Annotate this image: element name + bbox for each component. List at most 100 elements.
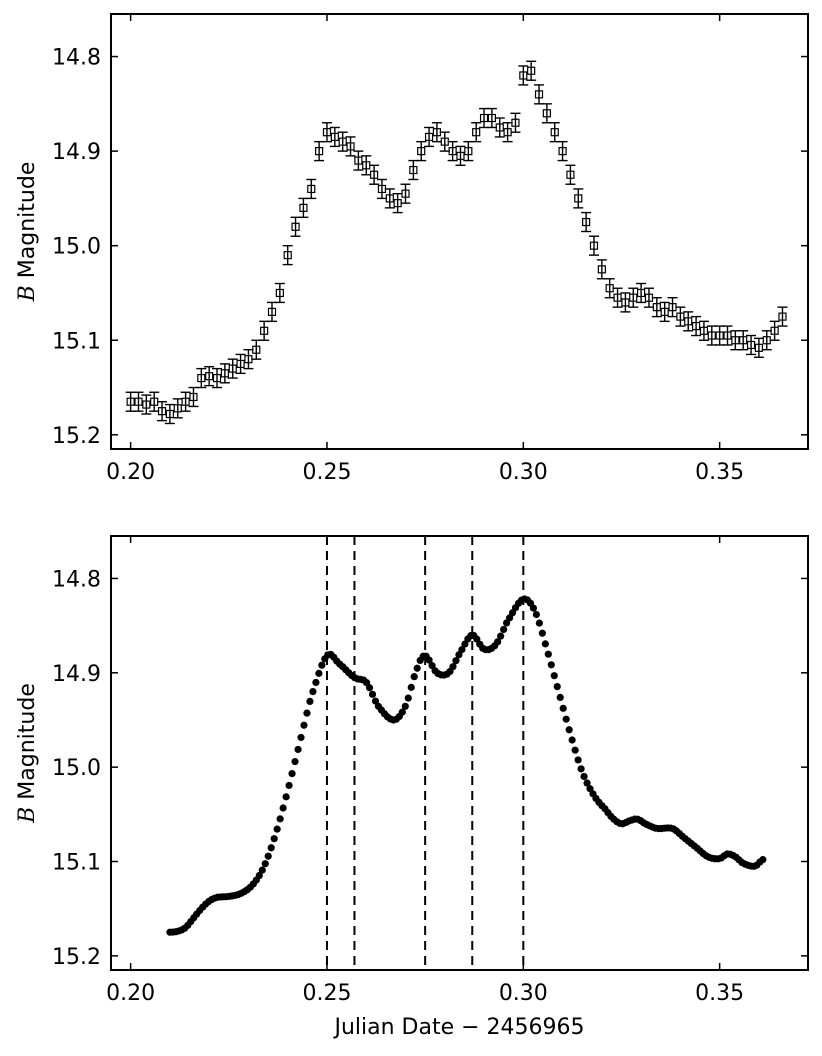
data-point [532,610,540,619]
data-point [581,211,592,233]
data-point [714,325,725,346]
marker [424,132,434,142]
data-point [303,709,311,717]
data-point [455,145,466,167]
data-point [312,678,320,687]
data-point [628,287,639,308]
data-point [274,282,285,304]
data-point [553,682,561,691]
data-point [651,296,662,318]
marker [495,123,504,132]
data-point [371,697,380,705]
data-point [288,770,296,778]
marker [754,343,764,352]
marker [409,165,418,175]
marker [574,194,583,203]
marker [652,303,661,312]
y-tick-label: 14.9 [52,140,101,165]
chart-panel-1: 0.20 0.25 0.30 0.35 14.8 14.9 15.0 15.1 15.2 B Ma… [15,13,809,485]
data-point [258,866,266,874]
data-point [407,683,415,691]
data-point [141,394,152,415]
data-point [479,107,490,129]
data-point [667,296,678,318]
data-point [235,353,246,375]
data-point [541,640,549,648]
data-point [753,337,764,358]
data-point [337,131,348,152]
data-point [297,733,305,742]
data-point [588,235,599,256]
data-point [318,661,326,669]
y-tick-label: 15.0 [52,235,101,260]
x-tick-label: 0.35 [695,981,744,1006]
data-point [404,694,412,702]
data-point [497,632,505,640]
data-point [683,311,694,332]
data-point [449,663,457,671]
data-point [384,188,395,209]
data-point [571,746,579,754]
marker [236,359,245,368]
x-tick-label: 0.30 [499,981,548,1006]
marker [723,331,732,340]
marker [684,317,693,326]
data-point [398,708,406,716]
data-point [596,259,607,280]
data-point [261,860,269,868]
data-point [368,690,377,698]
data-point [659,301,670,323]
data-point [329,126,340,148]
data-point [557,140,568,162]
marker [228,364,237,373]
marker [534,90,544,99]
data-point [574,756,582,764]
data-point [583,779,591,787]
marker [558,147,567,156]
marker [699,326,709,335]
marker [739,336,748,345]
data-point [494,638,502,646]
data-point [706,325,717,346]
y-axis-label-var: B [15,285,40,302]
chart-panel-2: 0.20 0.25 0.30 0.35 14.8 14.9 15.0 15.1 15.2 B Ma… [15,535,809,1040]
marker [126,397,135,406]
data-point [267,844,275,852]
data-point [298,197,309,219]
data-point [180,391,191,412]
data-point [580,772,588,781]
marker [275,288,284,298]
marker [260,326,269,335]
data-point [529,604,538,612]
marker [746,340,756,350]
data-point [463,140,474,162]
marker [597,265,606,274]
y-tick-label: 15.2 [52,945,101,970]
marker [511,118,520,127]
data-point [577,765,585,773]
marker [252,345,261,354]
data-point [321,122,332,143]
data-point [227,358,238,379]
data-point [769,320,780,341]
y-tick-label: 15.2 [52,424,101,449]
data-point [157,401,168,422]
y-tick-label: 14.8 [52,46,101,71]
marker [621,298,630,307]
marker [173,404,182,413]
data-point [345,136,356,157]
data-point [452,657,460,665]
data-point [565,726,573,734]
marker [283,251,292,260]
marker [731,336,740,345]
y-tick-label: 15.1 [52,329,101,354]
data-point [276,815,284,823]
y-axis-label-var: B [15,807,40,824]
data-point [164,403,175,425]
marker [417,147,426,156]
data-point [535,619,543,627]
marker [542,109,551,118]
data-point [425,656,433,664]
marker [346,142,355,151]
marker [315,147,324,156]
